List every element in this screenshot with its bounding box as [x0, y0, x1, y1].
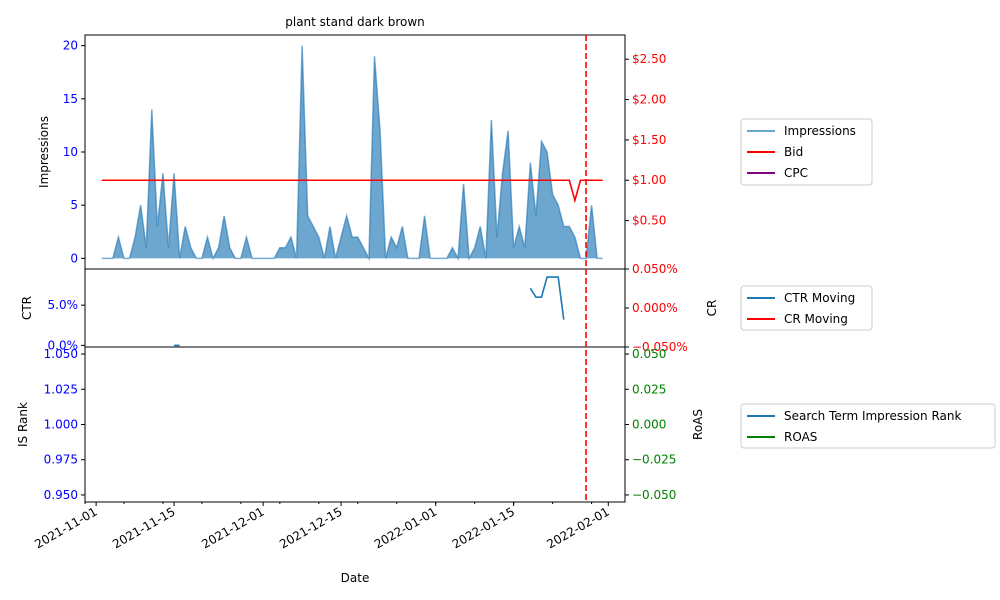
- legend-frame: [740, 118, 873, 186]
- y-right-tick-label: −0.025: [632, 453, 676, 467]
- x-tick-label: 2022-02-01: [544, 504, 611, 551]
- y-right-axis-label: CR: [705, 300, 719, 317]
- legend-impressions: Impressions Bid CPC: [740, 118, 873, 186]
- ctr-moving-line: [529, 276, 565, 320]
- legend-label: ROAS: [784, 430, 817, 444]
- y-tick-label: 0: [70, 251, 78, 265]
- y-right-tick-label: 0.050: [632, 347, 666, 361]
- y-tick-label: 1.025: [44, 382, 78, 396]
- legend-ctr: CTR Moving CR Moving: [740, 285, 873, 331]
- x-tick-label: 2021-11-01: [32, 504, 99, 551]
- x-tick-label: 2022-01-01: [372, 504, 439, 551]
- y-tick-label: 5: [70, 198, 78, 212]
- impressions-line: [101, 45, 603, 262]
- y-tick-label: 20: [63, 39, 78, 53]
- y-right-tick-label: $2.00: [632, 93, 666, 107]
- legend-label: Bid: [784, 145, 803, 159]
- y-right-tick-label: $2.50: [632, 52, 666, 66]
- y-axis-label: CTR: [20, 296, 34, 320]
- y-axis-label: Impressions: [37, 116, 51, 188]
- legend-frame: [740, 403, 996, 449]
- panel-frame: [84, 346, 626, 503]
- x-axis: 2021-11-01 2021-11-15 2021-12-01 2021-12-15…: [32, 502, 612, 551]
- impressions-area: [101, 45, 603, 259]
- y-tick-label: 10: [63, 145, 78, 159]
- legend-label: CR Moving: [784, 312, 848, 326]
- y-tick-label: 0.950: [44, 488, 78, 502]
- y-tick-label: 0.975: [44, 453, 78, 467]
- y-right-tick-label: −0.050%: [632, 340, 688, 354]
- y-tick-label: 0.0%: [48, 338, 79, 352]
- panel-frame: [84, 268, 626, 348]
- legend-label: Search Term Impression Rank: [784, 409, 961, 423]
- y-tick-label: 1.000: [44, 418, 78, 432]
- y-right-tick-label: −0.050: [632, 488, 676, 502]
- y-axis-label: IS Rank: [16, 402, 30, 447]
- y-right-axis-label: RoAS: [691, 409, 705, 440]
- x-axis-label: Date: [341, 571, 370, 585]
- legends: Impressions Bid CPC CTR Moving CR Moving Sear…: [740, 118, 996, 449]
- legend-label: Impressions: [784, 124, 856, 138]
- legend-isrank: Search Term Impression Rank ROAS: [740, 403, 996, 449]
- y-tick-label: 5.0%: [48, 298, 79, 312]
- chart-panels: 0 5 10 15 20 $0.50 $1.00 $1.50 $2.00 $2.50 Impress…: [16, 34, 719, 503]
- y-right-tick-label: 0.000%: [632, 301, 678, 315]
- chart-title: plant stand dark brown: [285, 15, 425, 29]
- y-tick-label: 15: [63, 92, 78, 106]
- x-tick-label: 2021-11-15: [110, 504, 177, 551]
- y-right-tick-label: $1.00: [632, 173, 666, 187]
- y-right-tick-label: 0.050%: [632, 262, 678, 276]
- x-tick-label: 2021-12-15: [277, 504, 344, 551]
- y-right-tick-label: $0.50: [632, 214, 666, 228]
- x-tick-label: 2021-12-01: [199, 504, 266, 551]
- y-right-tick-label: 0.000: [632, 418, 666, 432]
- panel-isrank: 0.950 0.975 1.000 1.025 1.050 −0.050 −0.025 0.0…: [16, 346, 705, 503]
- y-right-tick-label: $1.50: [632, 133, 666, 147]
- x-tick-label: 2022-01-15: [450, 504, 517, 551]
- panel-ctr: 0.0% 5.0% −0.050% 0.000% 0.050% CTR CR: [20, 262, 719, 354]
- bid-line: [101, 179, 603, 204]
- y-right-tick-label: 0.025: [632, 382, 666, 396]
- y-tick-label: 1.050: [44, 347, 78, 361]
- panel-impressions: 0 5 10 15 20 $0.50 $1.00 $1.50 $2.00 $2.50 Impress…: [37, 34, 666, 270]
- legend-label: CPC: [784, 166, 808, 180]
- legend-label: CTR Moving: [784, 291, 855, 305]
